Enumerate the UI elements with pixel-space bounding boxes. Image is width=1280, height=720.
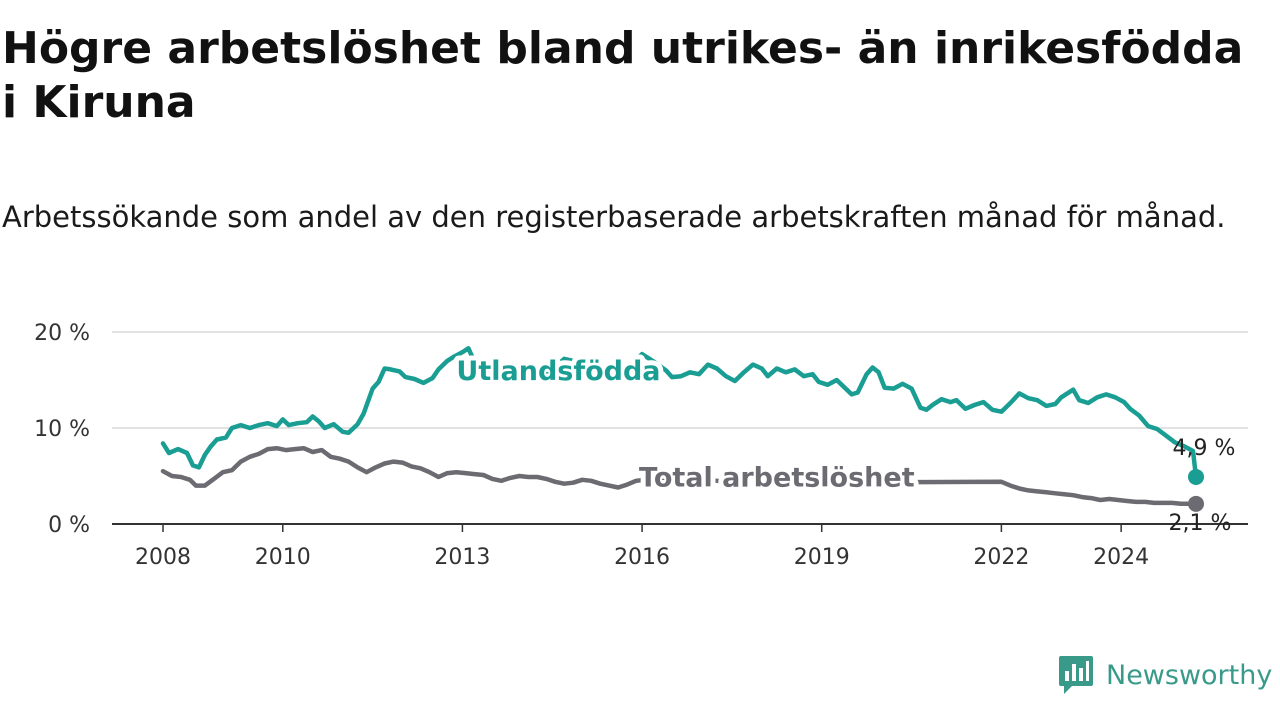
series-lines bbox=[160, 346, 1204, 512]
y-axis-ticks: 0 % 10 % 20 % bbox=[34, 321, 90, 538]
y-tick-label: 10 % bbox=[34, 417, 90, 442]
chart-title: Högre arbetslöshet bland utrikes- än inr… bbox=[2, 23, 1244, 128]
x-tick-label: 2016 bbox=[614, 545, 670, 570]
series-name-label-1: Total arbetslöshet bbox=[639, 463, 915, 494]
x-tick-label: 2013 bbox=[434, 545, 490, 570]
series-end-label-1: 2,1 % bbox=[1169, 511, 1232, 536]
x-tick-label: 2008 bbox=[135, 545, 191, 570]
gridlines bbox=[112, 331, 1248, 525]
x-tick-label: 2019 bbox=[794, 545, 850, 570]
series-end-label-0: 4,9 % bbox=[1173, 436, 1236, 461]
series-end-marker-1 bbox=[1188, 495, 1204, 512]
series-line-1 bbox=[160, 445, 1199, 507]
series-labels: 4,9 % Utlandsfödda 2,1 % Total arbetslöshet bbox=[451, 351, 1236, 536]
newsworthy-wordmark: Newsworthy bbox=[1106, 659, 1273, 691]
series-name-label-0: Utlandsfödda bbox=[456, 356, 660, 387]
chart-subtitle: Arbetssökande som andel av den registerb… bbox=[2, 200, 1226, 234]
y-tick-label: 20 % bbox=[34, 321, 90, 346]
x-tick-label: 2024 bbox=[1093, 545, 1149, 570]
series-end-marker-0 bbox=[1188, 468, 1204, 485]
y-tick-label: 0 % bbox=[48, 513, 90, 538]
newsworthy-chat-bars-icon bbox=[1059, 656, 1093, 694]
series-line-0 bbox=[160, 346, 1199, 480]
x-tick-label: 2022 bbox=[973, 545, 1029, 570]
x-axis-ticks: 2008 2010 2013 2016 2019 2022 2024 bbox=[135, 524, 1149, 570]
newsworthy-logo[interactable]: Newsworthy bbox=[1058, 654, 1272, 696]
line-chart: 0 % 10 % 20 % 2008 2010 2013 2016 2019 2022 2024… bbox=[34, 321, 1248, 570]
x-tick-label: 2010 bbox=[255, 545, 311, 570]
